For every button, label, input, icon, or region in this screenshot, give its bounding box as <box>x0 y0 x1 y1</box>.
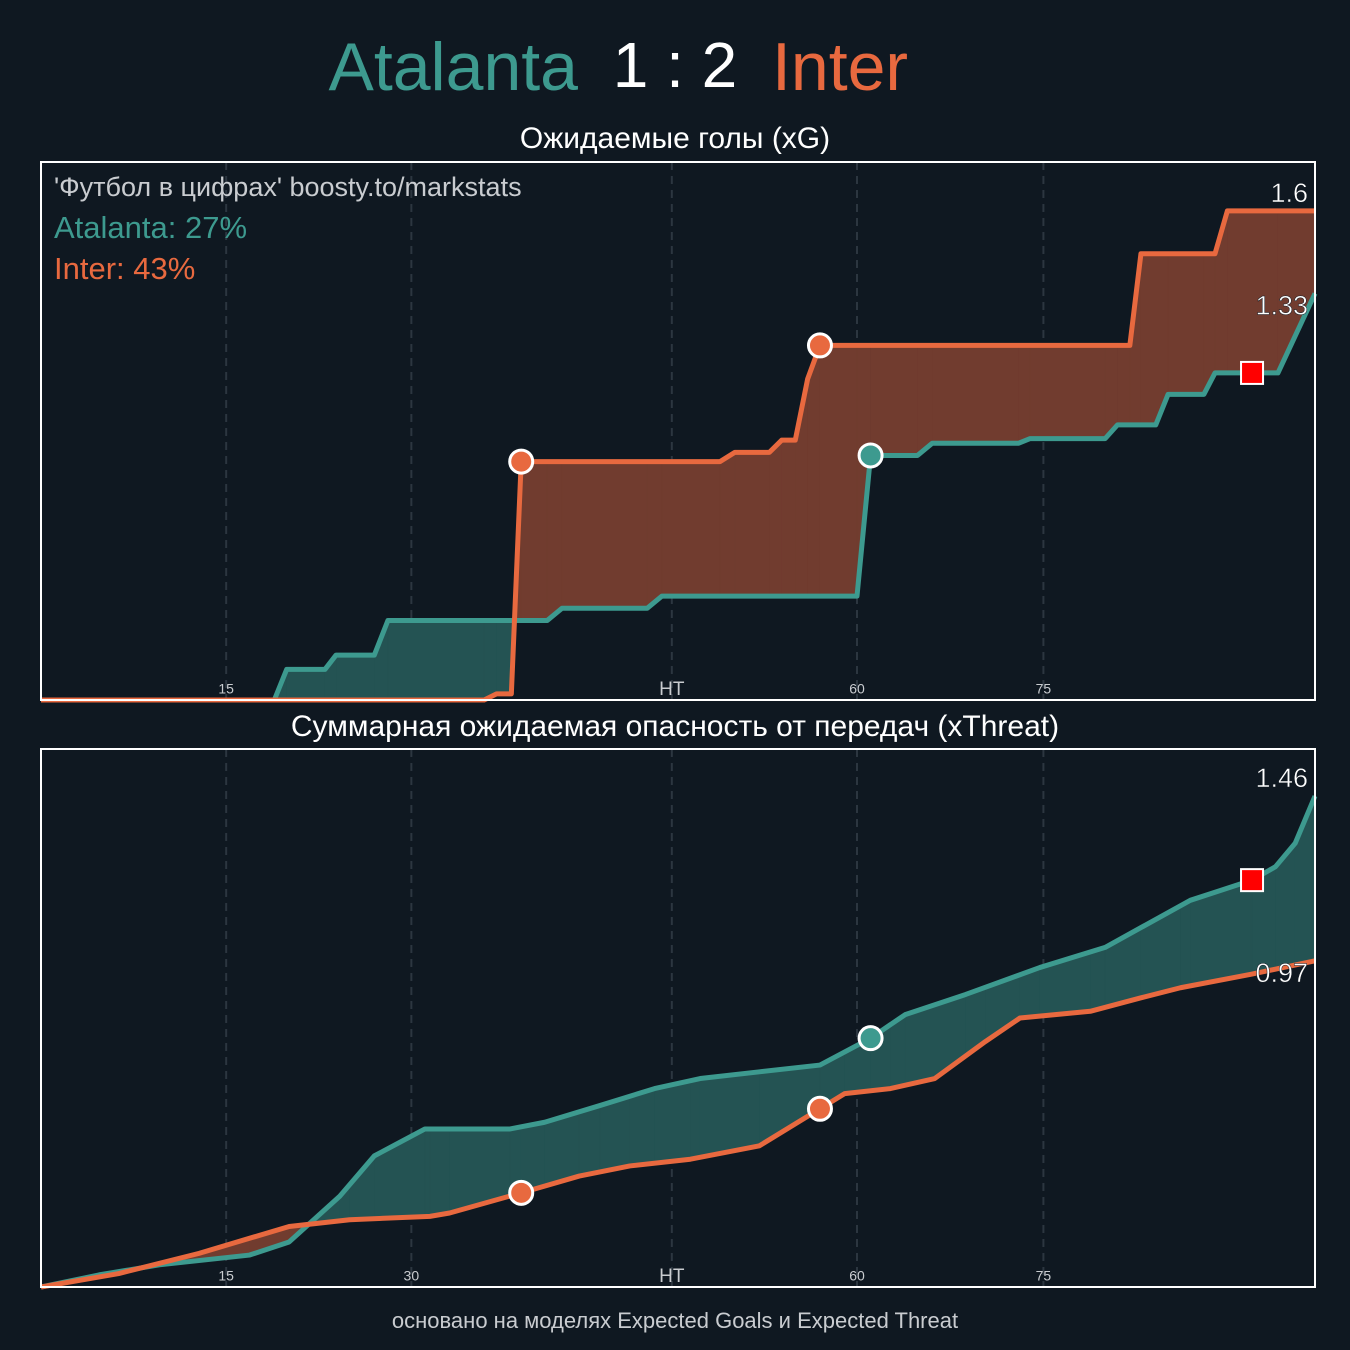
event-marker <box>857 1025 884 1052</box>
x-tick-label: 75 <box>1036 681 1052 697</box>
area-segment <box>561 461 648 609</box>
area-segment <box>734 452 770 597</box>
area-segment <box>578 1105 601 1177</box>
event-marker <box>508 1179 535 1206</box>
area-segment <box>870 345 918 456</box>
panel-title: Ожидаемые голы (xG) <box>520 122 830 155</box>
area-segment <box>496 620 512 695</box>
area-segment <box>483 620 497 701</box>
score: 1 : 2 <box>613 29 738 101</box>
annotation: Atalanta: 27% <box>54 210 247 245</box>
x-tick-label: HT <box>659 1266 685 1287</box>
end-value-label: 1.6 <box>1270 178 1308 208</box>
event-marker <box>806 1095 833 1122</box>
area-segment <box>654 1080 691 1164</box>
end-value-label: 0.97 <box>1255 958 1308 988</box>
area-segment <box>1167 253 1205 395</box>
panel-title: Суммарная ожидаемая опасность от передач… <box>291 710 1059 743</box>
end-value-label: 1.46 <box>1255 763 1308 793</box>
area-segment <box>520 461 548 621</box>
area-segment <box>1180 899 1191 989</box>
x-tick-label: 30 <box>404 1268 420 1284</box>
series-line <box>40 958 1316 1290</box>
area-segment <box>690 1078 701 1160</box>
x-tick-label: 60 <box>849 681 865 697</box>
event-marker <box>508 448 535 475</box>
away-team: Inter <box>772 29 908 105</box>
series-line <box>40 795 1318 1290</box>
area-segment <box>1090 947 1106 1012</box>
area-segment <box>1117 345 1131 426</box>
area-segment <box>1029 345 1106 439</box>
annotation: 'Футбол в цифрах' boosty.to/markstats <box>54 172 522 202</box>
event-marker <box>857 442 884 469</box>
area-fill <box>273 210 1316 701</box>
area-segment <box>599 1095 631 1173</box>
area-segment <box>807 345 821 597</box>
end-value-label: 1.33 <box>1255 291 1308 321</box>
area-segment <box>1018 345 1031 444</box>
area-segment <box>429 1128 450 1217</box>
footer: основано на моделях Expected Goals и Exp… <box>392 1308 958 1333</box>
annotation: Inter: 43% <box>54 251 195 286</box>
area-segment <box>546 461 563 622</box>
area-segment <box>904 1004 936 1086</box>
area-segment <box>769 439 782 597</box>
event-marker <box>806 332 833 359</box>
area-segment <box>819 345 858 597</box>
x-tick-label: 75 <box>1036 1268 1052 1284</box>
area-segment <box>387 620 485 701</box>
area-segment <box>424 1128 431 1217</box>
area-segment <box>335 654 375 701</box>
area-segment <box>719 451 736 597</box>
event-marker <box>1240 868 1265 893</box>
area-segment <box>629 1088 655 1167</box>
area-segment <box>917 345 933 456</box>
x-tick-label: 15 <box>218 681 234 697</box>
x-tick-label: HT <box>659 679 685 700</box>
x-tick-label: 15 <box>218 1268 234 1284</box>
home-team: Atalanta <box>328 29 578 105</box>
area-segment <box>932 345 1019 444</box>
area-segment <box>781 439 796 597</box>
area-segment <box>1140 253 1156 426</box>
area-segment <box>646 461 663 609</box>
event-marker <box>1240 360 1265 385</box>
area-segment <box>286 669 326 701</box>
area-segment <box>699 1071 760 1158</box>
area-segment <box>661 461 721 597</box>
panel-frame <box>40 161 1316 701</box>
series-line <box>41 208 1315 703</box>
x-tick-label: 60 <box>849 1268 865 1284</box>
panel-frame <box>40 748 1316 1288</box>
